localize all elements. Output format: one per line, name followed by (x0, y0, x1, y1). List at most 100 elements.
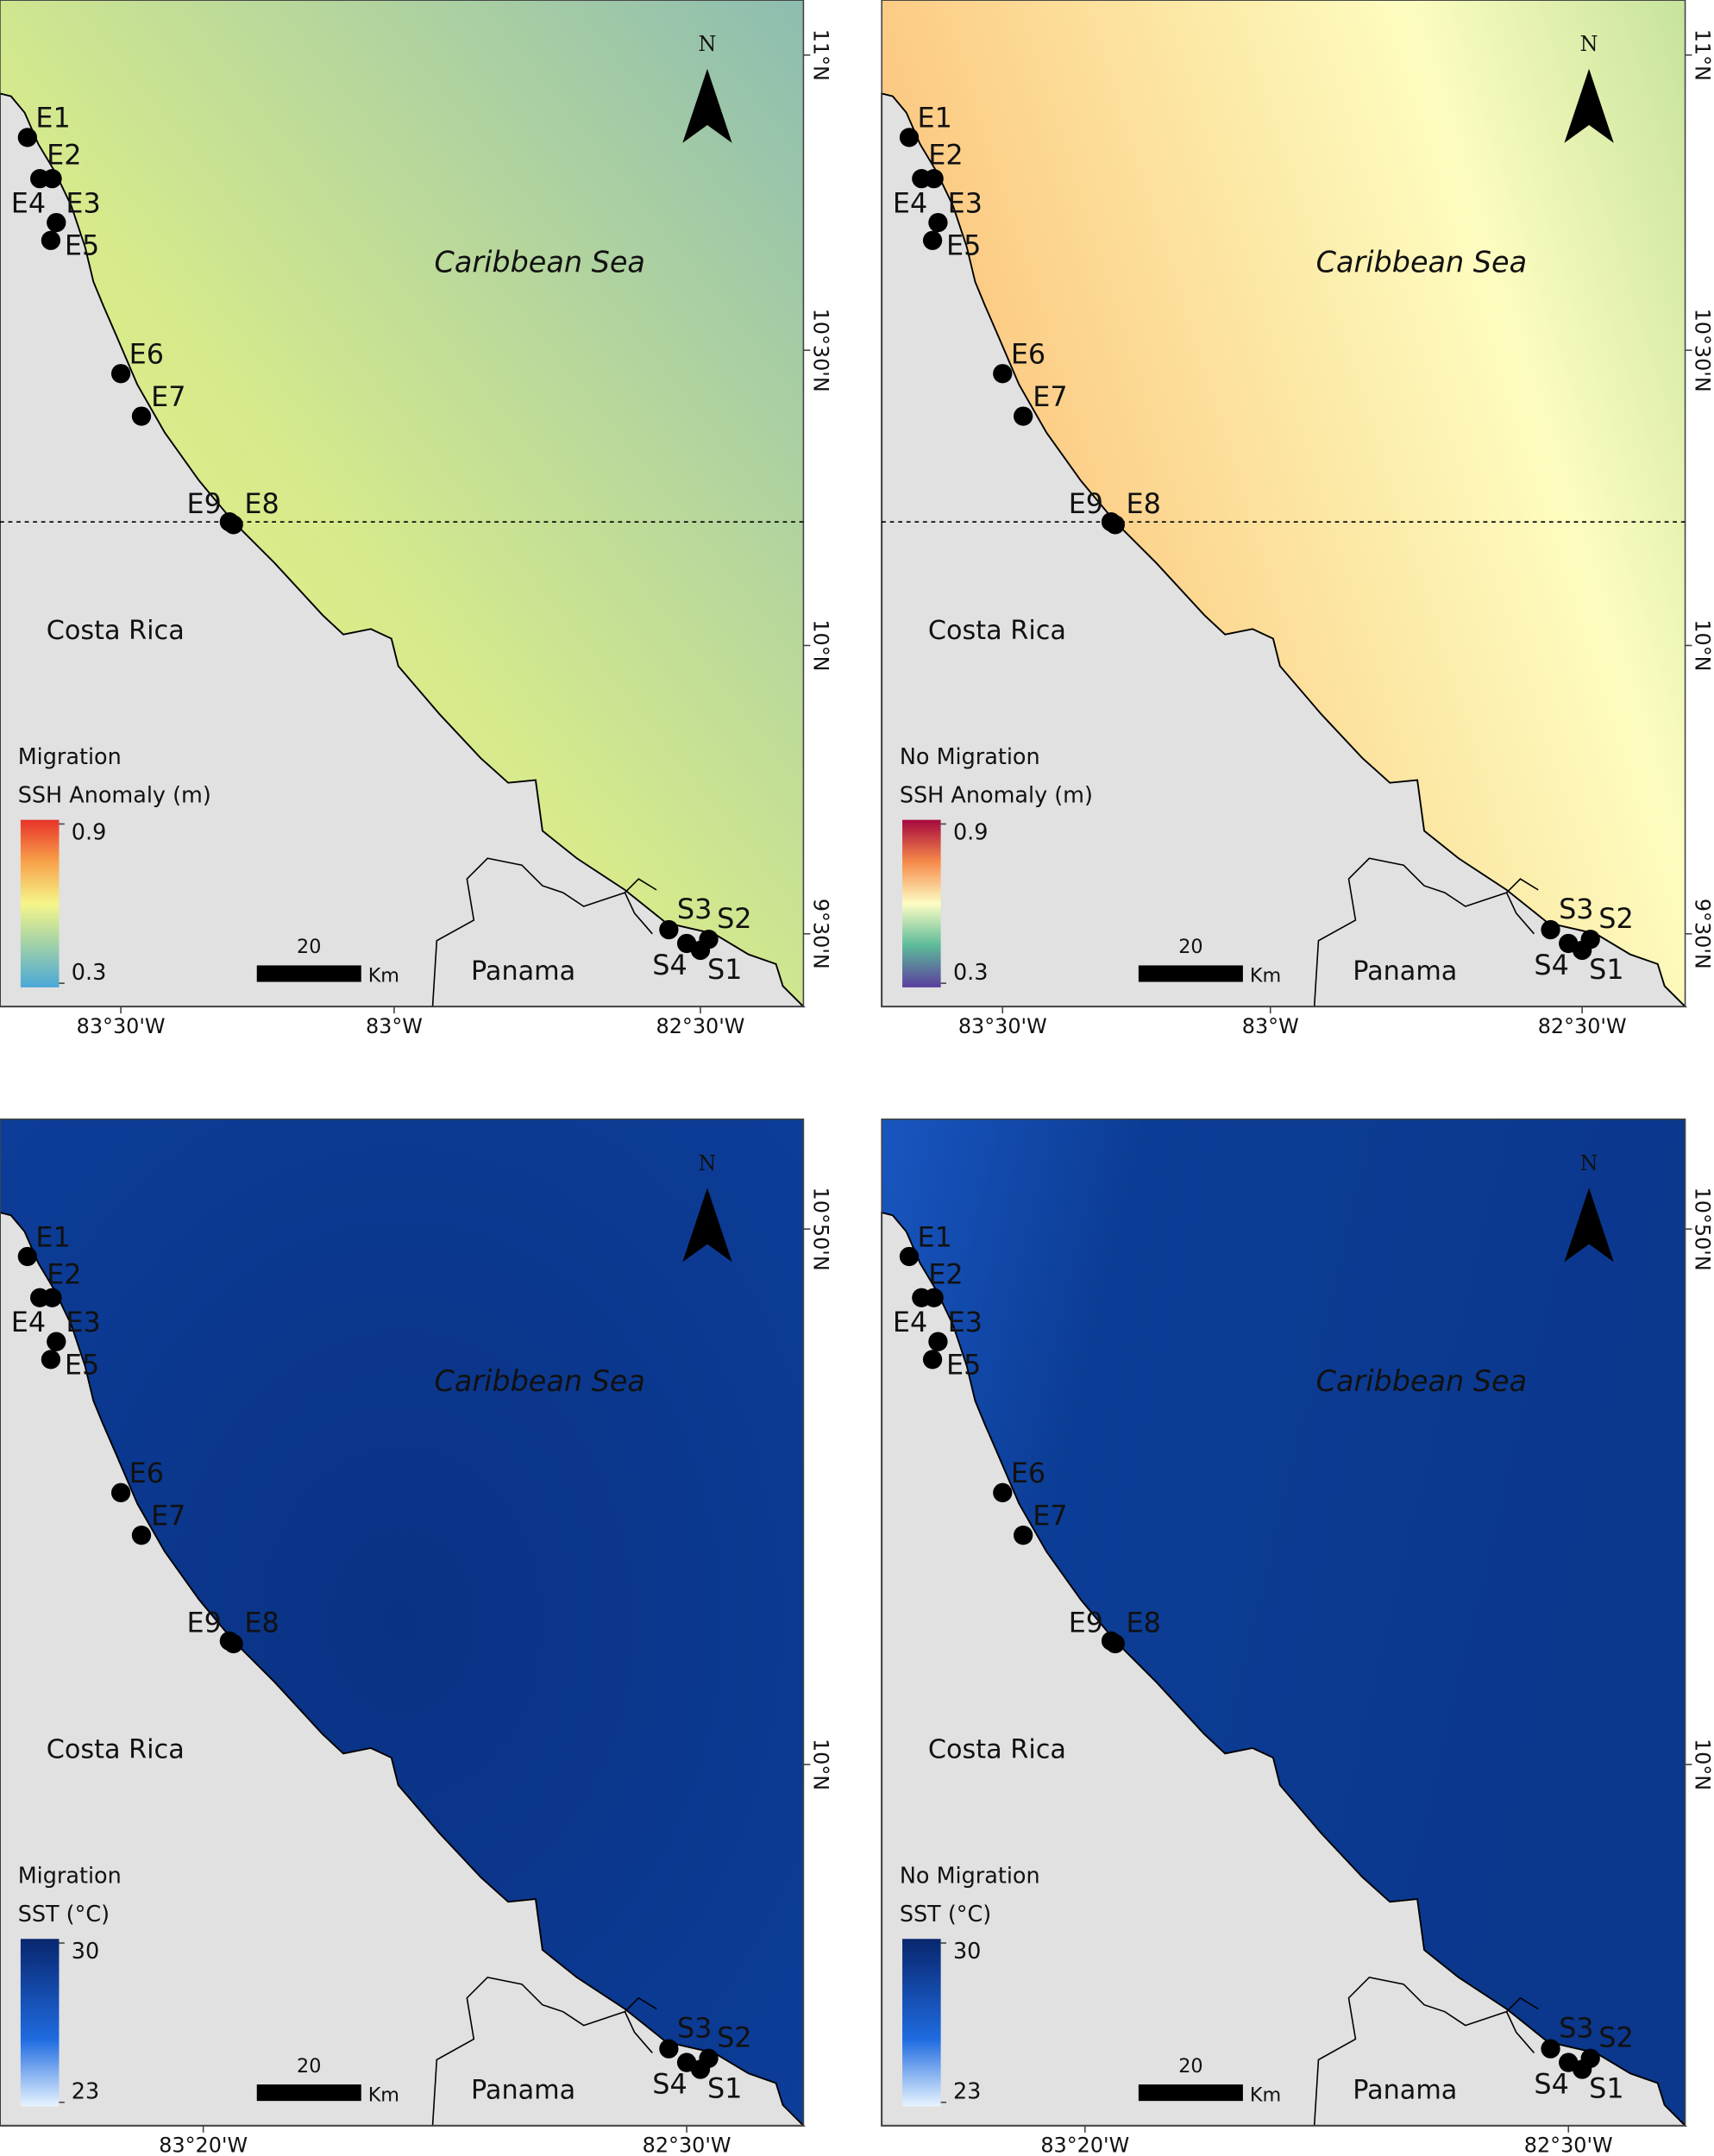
x-tick-label: 83°30'W (77, 1014, 166, 1038)
station-dot (1101, 512, 1121, 532)
land (881, 92, 1687, 1008)
station-dot (47, 212, 66, 233)
legend-title: Migration (18, 1864, 122, 1890)
station-label: E2 (928, 139, 963, 172)
station-dot (928, 1332, 948, 1351)
station-label: E3 (66, 186, 100, 219)
station-label: E1 (918, 1220, 952, 1253)
station-label: S1 (707, 953, 742, 986)
station-label: S4 (1534, 949, 1568, 981)
land (0, 1212, 806, 2127)
x-tick-label: 83°W (1242, 1014, 1299, 1038)
scale-bar (256, 2084, 361, 2102)
station-dot (912, 168, 932, 189)
station-label: S1 (1589, 2071, 1623, 2104)
north-label: N (699, 32, 717, 56)
x-tick-label: 82°30'W (1524, 2134, 1613, 2156)
y-tick-label: 10°50'N (1691, 1188, 1714, 1271)
frame (0, 1118, 805, 2127)
country-label: Costa Rica (928, 1735, 1066, 1765)
legend-variable: SSH Anomaly (m) (18, 783, 211, 809)
station-label: E6 (1011, 338, 1045, 371)
y-tick-label: 10°N (1691, 1739, 1714, 1790)
station-label: E2 (928, 1257, 963, 1290)
station-dot (1541, 2039, 1560, 2059)
station-dot (899, 1246, 920, 1267)
station-label: E4 (11, 1306, 46, 1338)
country-label: Costa Rica (928, 616, 1066, 646)
station-dot (659, 919, 679, 940)
station-dot (676, 2053, 697, 2072)
x-tick-label: 83°30'W (958, 1014, 1047, 1038)
scale-value: 20 (297, 936, 321, 958)
station-dot (30, 168, 50, 189)
scale-unit: Km (368, 2084, 399, 2106)
station-label: E3 (948, 186, 983, 219)
station-label: E7 (1033, 380, 1067, 413)
station-dot (676, 933, 697, 954)
station-dot (659, 2039, 679, 2059)
map-panel: N Caribbean Sea Costa Rica Panama E1 E2 E3 E4 E5… (881, 0, 1714, 1038)
north-arrow (682, 68, 732, 143)
station-dot (110, 1482, 131, 1502)
station-dot (47, 1332, 66, 1351)
station-label: E6 (129, 338, 164, 371)
scale-value: 20 (1178, 936, 1202, 958)
station-label: E9 (187, 487, 222, 520)
station-dot (899, 128, 920, 147)
station-label: E9 (187, 1607, 222, 1639)
north-label: N (699, 1151, 717, 1175)
border (431, 857, 657, 1007)
station-dot (928, 212, 948, 233)
station-dot (922, 230, 943, 250)
x-tick-label: 83°20'W (1040, 2134, 1129, 2156)
map-panel: N Caribbean Sea Costa Rica Panama E1 E2 E3 E4 E5… (0, 1118, 833, 2156)
station-dot (1580, 930, 1600, 950)
station-label: E7 (1033, 1499, 1067, 1532)
station-dot (41, 230, 61, 250)
north-label: N (1580, 32, 1598, 56)
country-label: Costa Rica (47, 1735, 185, 1765)
station-dot (41, 1350, 61, 1369)
station-label: E9 (1069, 487, 1103, 520)
station-label: S2 (717, 2021, 751, 2054)
colorbar-max-label: 0.9 (72, 820, 107, 846)
station-label: S3 (677, 2011, 712, 2044)
x-tick-label: 83°W (366, 1014, 423, 1038)
colorbar (20, 819, 60, 987)
country-label: Panama (1353, 2076, 1457, 2106)
station-label: E4 (11, 186, 46, 219)
station-label: S3 (677, 893, 712, 925)
north-arrow (1564, 68, 1614, 143)
scale-unit: Km (368, 965, 399, 987)
legend-title: No Migration (900, 744, 1040, 770)
x-tick-label: 82°30'W (1538, 1014, 1627, 1038)
station-label: E5 (65, 1348, 99, 1381)
scale-unit: Km (1250, 2084, 1281, 2106)
station-label: E2 (47, 139, 81, 172)
station-label: E5 (946, 1348, 981, 1381)
scale-value: 20 (297, 2055, 321, 2078)
y-tick-label: 11°N (1691, 29, 1714, 81)
station-dot (17, 1246, 37, 1267)
y-tick-label: 10°N (809, 619, 833, 671)
north-label: N (1580, 1151, 1598, 1175)
colorbar-max-label: 0.9 (953, 820, 989, 846)
station-dot (699, 2048, 719, 2068)
colorbar-min-label: 0.3 (953, 960, 989, 986)
station-dot (17, 128, 37, 147)
colorbar (902, 1939, 941, 2107)
frame (881, 0, 1686, 1008)
station-label: E3 (66, 1306, 100, 1338)
legend-variable: SSH Anomaly (m) (900, 783, 1093, 809)
station-label: E4 (893, 1306, 927, 1338)
station-label: E6 (129, 1457, 164, 1489)
station-label: E8 (244, 487, 279, 520)
border (1313, 857, 1539, 1007)
station-dot (219, 512, 240, 532)
land (881, 1211, 1687, 2127)
legend-title: No Migration (900, 1864, 1040, 1890)
y-tick-label: 10°30'N (809, 309, 833, 392)
station-dot (912, 1288, 932, 1307)
